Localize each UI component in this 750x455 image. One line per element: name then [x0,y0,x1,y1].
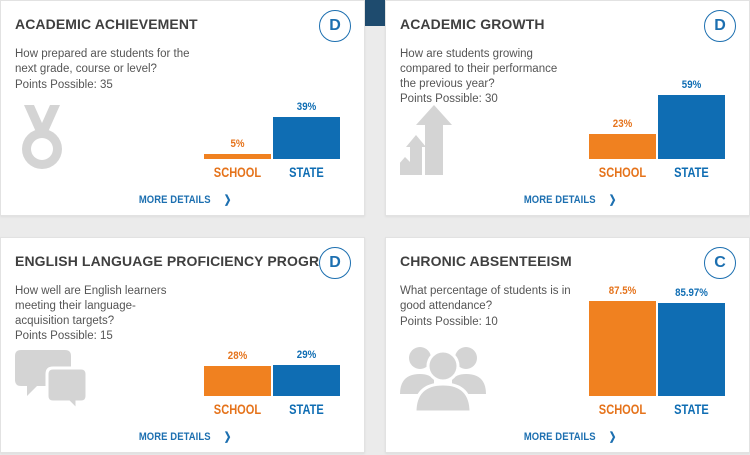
speech-bubbles-icon [15,350,89,417]
bar-chart: 28% 29% [204,288,356,396]
school-bar [589,301,656,396]
grade-badge: C [704,247,736,279]
state-value-label: 29% [296,349,317,361]
points-possible: Points Possible: 15 [15,330,113,342]
card-question: What percentage of students is in good a… [400,285,571,312]
state-axis-label: STATE [674,165,709,180]
more-details-label: MORE DETAILS [138,194,211,206]
chevron-right-icon: ❯ [223,431,231,443]
state-axis-label: STATE [674,402,709,417]
more-details-label: MORE DETAILS [523,194,596,206]
more-details-link[interactable]: MORE DETAILS ❯ [386,430,749,443]
card-title: ACADEMIC ACHIEVEMENT [15,16,198,32]
state-value-label: 39% [296,101,317,113]
points-possible: Points Possible: 35 [15,79,113,91]
card-english-language-proficiency: ENGLISH LANGUAGE PROFICIENCY PROGRESS D … [0,237,365,453]
card-title: ACADEMIC GROWTH [400,16,545,32]
medal-icon [17,105,67,176]
state-axis-label: STATE [289,165,324,180]
more-details-link[interactable]: MORE DETAILS ❯ [1,193,364,206]
card-title: CHRONIC ABSENTEEISM [400,253,572,269]
school-bar [204,366,271,396]
card-question: How prepared are students for the next g… [15,48,190,75]
state-bar [273,365,340,396]
state-bar [658,303,725,396]
school-axis-label: SCHOOL [598,165,647,180]
header-bar-fragment [363,0,387,26]
school-axis-label: SCHOOL [598,402,647,417]
people-group-icon [400,342,486,417]
growth-arrow-icon [398,105,462,180]
grade-badge: D [319,247,351,279]
school-bar [589,134,656,159]
school-axis-label: SCHOOL [213,165,262,180]
more-details-label: MORE DETAILS [138,431,211,443]
state-bar [273,117,340,159]
school-value-label: 23% [612,118,633,130]
more-details-link[interactable]: MORE DETAILS ❯ [1,430,364,443]
bar-chart: 5% 39% [204,51,356,159]
card-question: How well are English learners meeting th… [15,285,167,327]
card-title: ENGLISH LANGUAGE PROFICIENCY PROGRESS [15,253,348,269]
school-axis-label: SCHOOL [213,402,262,417]
school-bar [204,154,271,159]
more-details-link[interactable]: MORE DETAILS ❯ [386,193,749,206]
state-axis-label: STATE [289,402,324,417]
card-question: How are students growing compared to the… [400,48,558,90]
grade-badge: D [319,10,351,42]
card-academic-growth: ACADEMIC GROWTH D How are students growi… [385,0,750,216]
school-value-label: 5% [230,138,245,150]
state-bar [658,95,725,159]
bar-chart: 23% 59% [589,51,741,159]
bar-chart: 87.5% 85.97% [589,285,741,396]
school-value-label: 87.5% [608,285,637,297]
more-details-label: MORE DETAILS [523,431,596,443]
card-academic-achievement: ACADEMIC ACHIEVEMENT D How prepared are … [0,0,365,216]
chevron-right-icon: ❯ [608,431,616,443]
points-possible: Points Possible: 30 [400,93,498,105]
school-value-label: 28% [227,350,248,362]
state-value-label: 85.97% [675,287,708,299]
card-chronic-absenteeism: CHRONIC ABSENTEEISM C What percentage of… [385,237,750,453]
state-value-label: 59% [681,79,702,91]
points-possible: Points Possible: 10 [400,316,498,328]
grade-badge: D [704,10,736,42]
chevron-right-icon: ❯ [223,194,231,206]
chevron-right-icon: ❯ [608,194,616,206]
